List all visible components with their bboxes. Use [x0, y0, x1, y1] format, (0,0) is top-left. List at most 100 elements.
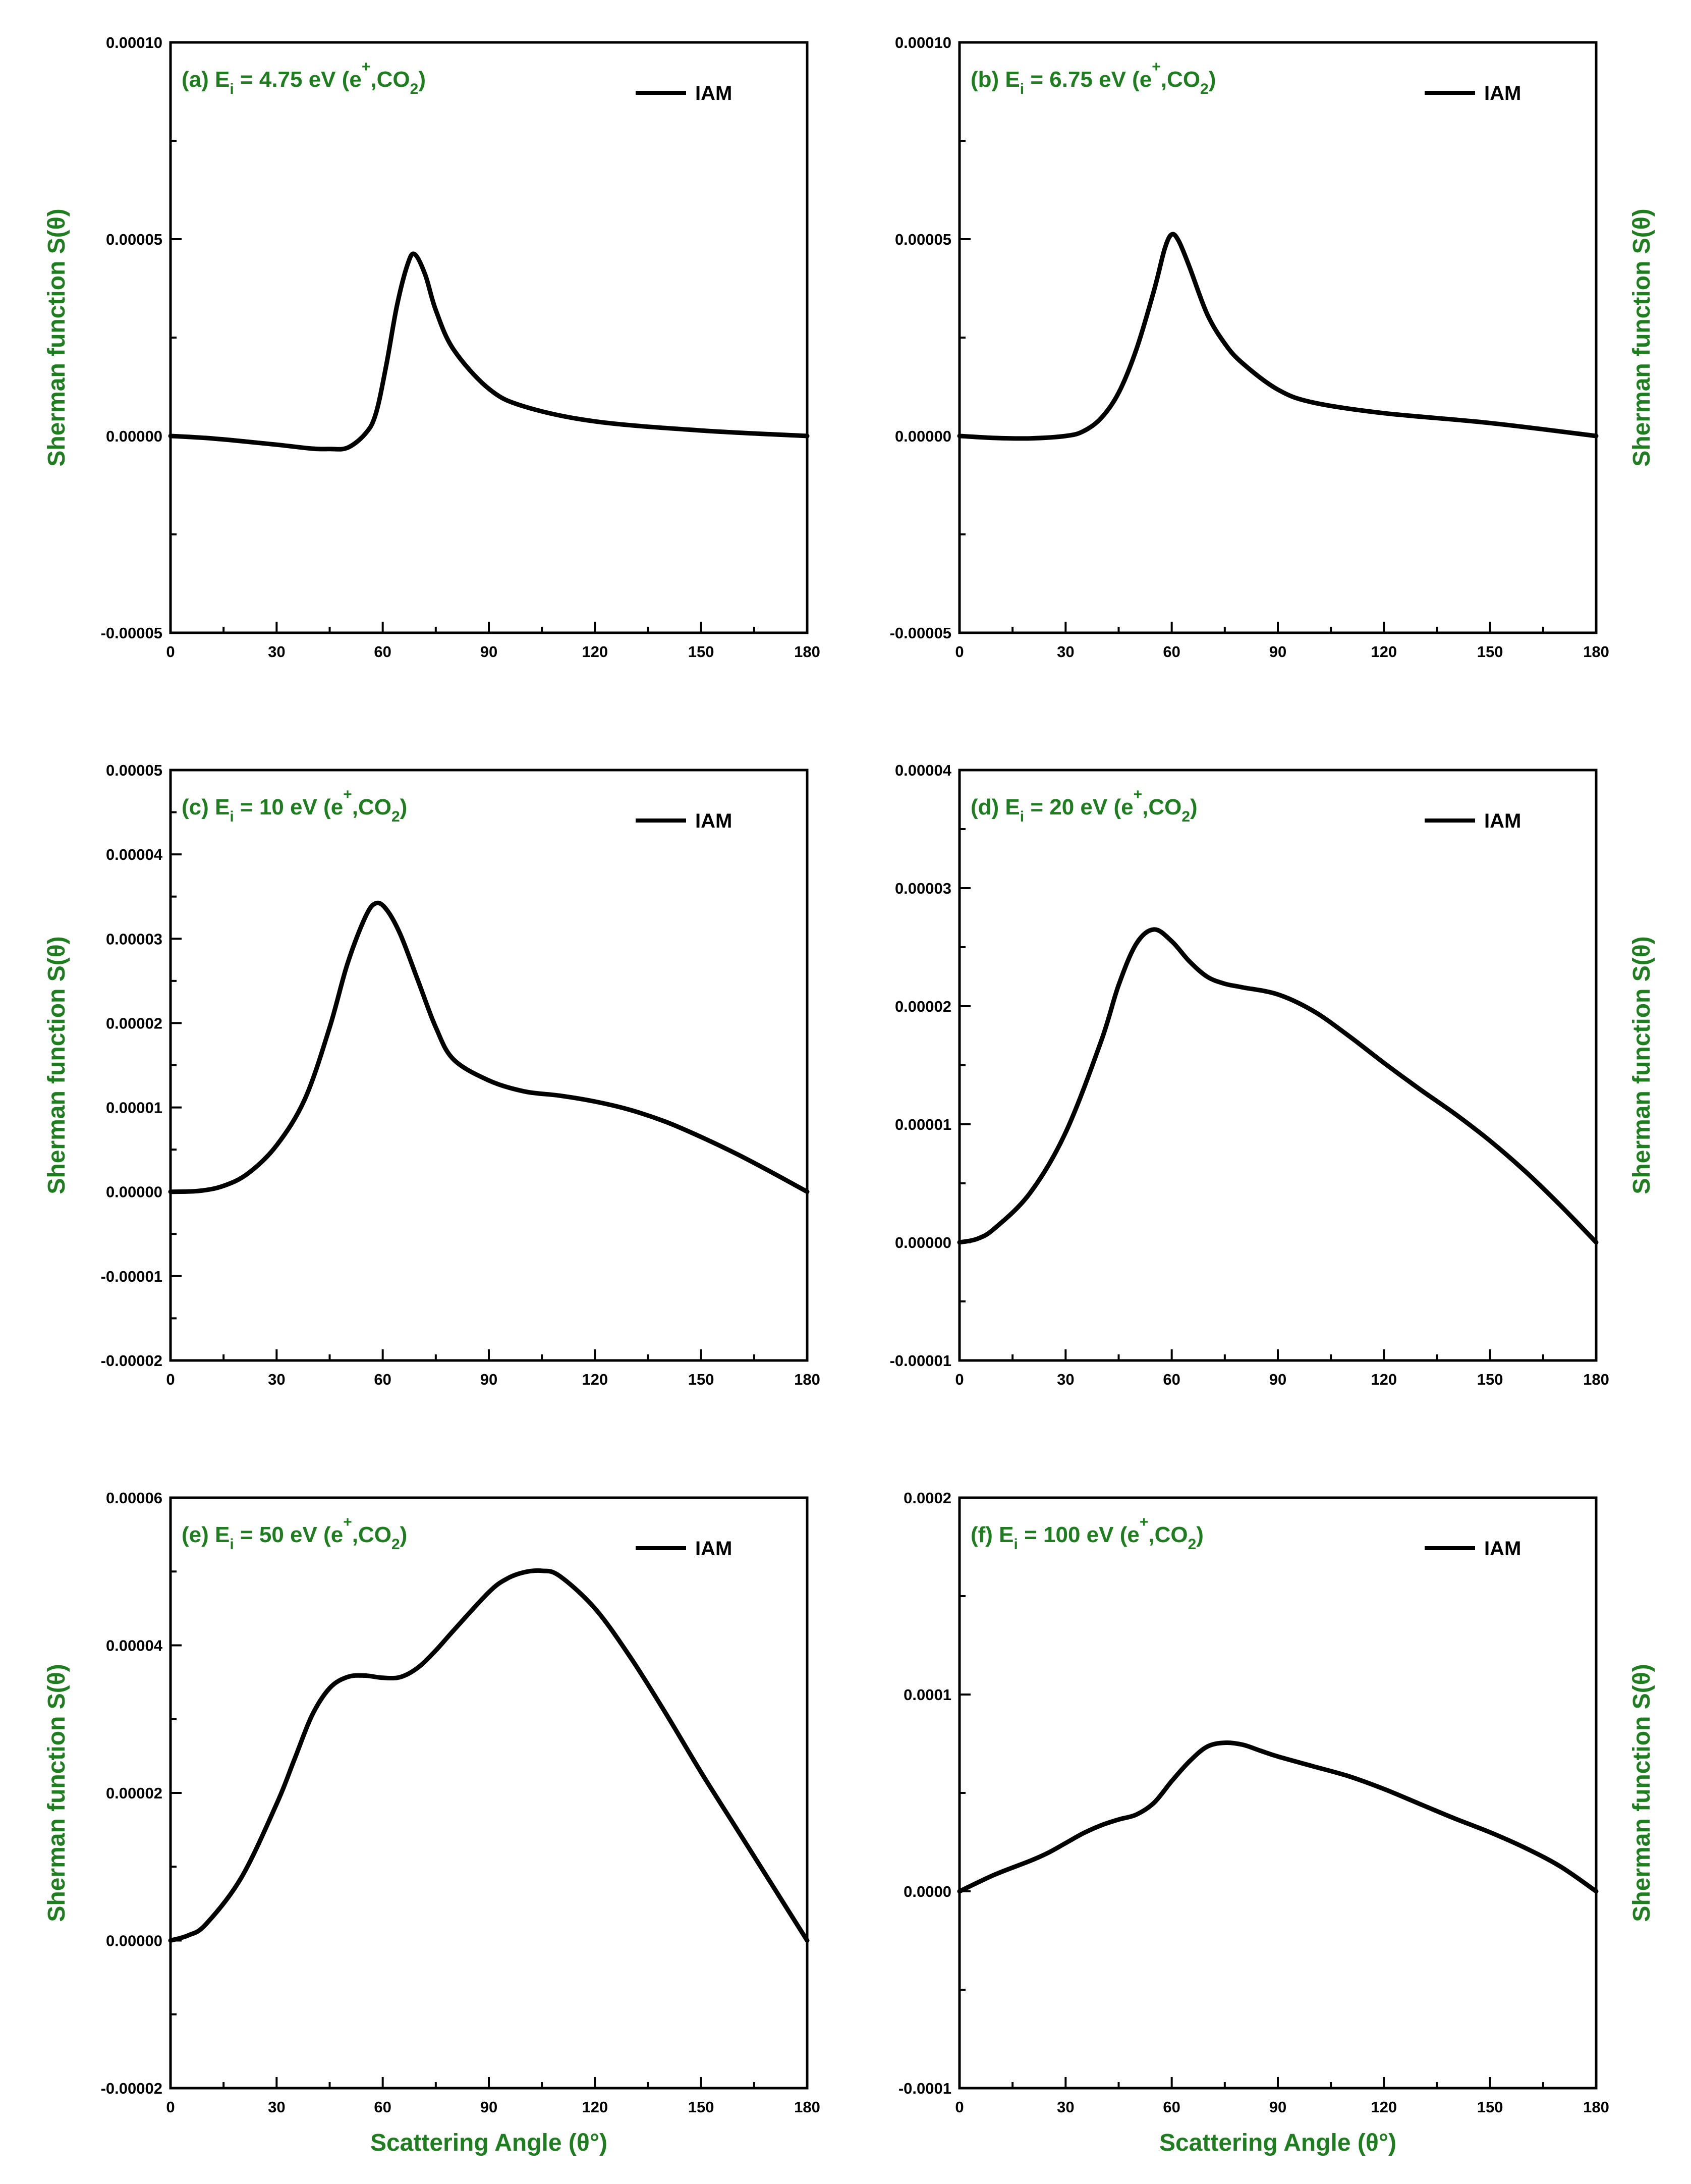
x-tick-label: 90 [480, 643, 497, 661]
panel-title-mid2: ,CO [1142, 795, 1181, 820]
y-tick-label: 0.00005 [895, 231, 951, 248]
legend-label: IAM [695, 810, 732, 832]
panel-title-sup: + [362, 59, 371, 75]
x-tick-label: 150 [1477, 643, 1503, 661]
y-tick-label: 0.00004 [106, 1637, 163, 1655]
panel-title-sub2: 2 [1181, 808, 1190, 825]
legend: IAM [636, 810, 732, 832]
panel-title-sup: + [1134, 786, 1143, 803]
panel-title-mid: = 4.75 eV (e [234, 67, 362, 92]
y-tick-label: 0.00010 [106, 34, 162, 51]
x-tick-label: 180 [1583, 643, 1609, 661]
y-axis-title: Sherman function S(θ) [1628, 208, 1655, 466]
x-tick-label: 30 [1057, 1371, 1074, 1388]
x-tick-label: 180 [794, 2098, 820, 2116]
y-tick-label: 0.00000 [106, 1932, 162, 1950]
panel-title-prefix: (c) E [182, 795, 230, 820]
y-tick-label: 0.00000 [106, 427, 162, 445]
panel-title-prefix: (d) E [971, 795, 1020, 820]
panel-title-sub2: 2 [1200, 81, 1209, 97]
y-axis-title: Sherman function S(θ) [43, 1664, 70, 1922]
panel-title-suffix: ) [1196, 1522, 1204, 1547]
panel-title-mid2: ,CO [1161, 67, 1200, 92]
y-tick-label: 0.0000 [904, 1883, 951, 1900]
panel-title-mid: = 100 eV (e [1018, 1522, 1140, 1547]
legend: IAM [636, 82, 732, 104]
x-tick-label: 30 [268, 1371, 285, 1388]
legend-label: IAM [1484, 82, 1521, 104]
panel-title-sub: i [1014, 1536, 1018, 1553]
x-tick-label: 0 [955, 1371, 964, 1388]
series-line-iam [168, 1568, 810, 1943]
y-tick-label: -0.00002 [101, 2080, 162, 2097]
x-tick-label: 0 [166, 1371, 175, 1388]
panel-title-sub2: 2 [410, 81, 419, 97]
x-tick-label: 120 [1371, 643, 1397, 661]
y-tick-label: 0.00002 [106, 1014, 162, 1032]
panel-title-mid2: ,CO [352, 795, 391, 820]
legend: IAM [636, 1538, 732, 1560]
y-tick-label: 0.00003 [895, 880, 951, 897]
x-tick-label: 180 [1583, 1371, 1609, 1388]
panel-title-prefix: (a) E [182, 67, 230, 92]
panel-title-sup: + [343, 1514, 352, 1531]
x-tick-label: 150 [688, 2098, 714, 2116]
x-tick-label: 30 [268, 643, 285, 661]
x-tick-label: 90 [1269, 643, 1286, 661]
y-tick-label: 0.00000 [895, 427, 951, 445]
panel-title-suffix: ) [400, 795, 408, 820]
plot-frame [958, 769, 1598, 1362]
chart-panel-f: 0 30 60 90 120 150 180 -0.0001 0.0000 0.0001 0.000… [898, 1489, 1655, 2156]
panel-title-suffix: ) [418, 67, 426, 92]
x-tick-label: 120 [582, 1371, 608, 1388]
panel-title-mid: = 50 eV (e [234, 1522, 343, 1547]
x-tick-label: 60 [374, 643, 391, 661]
y-tick-label: -0.0001 [898, 2080, 951, 2097]
panel-title: (d) Ei = 20 eV (e+,CO2) [971, 786, 1198, 825]
panel-title-sub: i [1020, 81, 1024, 97]
x-tick-label: 120 [582, 2098, 608, 2116]
legend-label: IAM [1484, 1538, 1521, 1560]
y-tick-label: -0.00005 [890, 624, 951, 642]
plot-frame [958, 41, 1598, 634]
y-axis-title: Sherman function S(θ) [1628, 936, 1655, 1194]
chart-panel-d: 0 30 60 90 120 150 180 -0.00001 0.00000 0.00001 0.… [890, 761, 1655, 1388]
y-tick-label: 0.00005 [106, 761, 162, 779]
x-tick-label: 120 [1371, 1371, 1397, 1388]
x-tick-label: 180 [794, 643, 820, 661]
series-line-iam [168, 251, 810, 452]
plot-frame [169, 41, 809, 634]
panel-title: (a) Ei = 4.75 eV (e+,CO2) [182, 59, 426, 97]
y-tick-label: 0.00001 [895, 1116, 951, 1133]
panel-title-mid2: ,CO [370, 67, 410, 92]
panel-title-mid2: ,CO [1148, 1522, 1188, 1547]
legend: IAM [1425, 82, 1521, 104]
panel-title-sup: + [343, 786, 352, 803]
chart-panel-e: 0 30 60 90 120 150 180 -0.00002 0.00000 0.00002 0.… [43, 1489, 820, 2156]
x-tick-label: 0 [166, 2098, 175, 2116]
chart-panel-c: 0 30 60 90 120 150 180 -0.00002 -0.00001 0.00000 0… [43, 761, 820, 1388]
panel-title-sub2: 2 [1188, 1536, 1197, 1553]
y-tick-label: 0.0001 [904, 1686, 951, 1704]
legend-label: IAM [1484, 810, 1521, 832]
x-tick-label: 30 [1057, 2098, 1074, 2116]
panel-title-prefix: (f) E [971, 1522, 1014, 1547]
y-tick-label: 0.00004 [106, 846, 163, 863]
legend: IAM [1425, 810, 1521, 832]
y-tick-label: 0.00003 [106, 930, 162, 948]
y-tick-label: -0.00001 [101, 1268, 162, 1285]
panel-title: (b) Ei = 6.75 eV (e+,CO2) [971, 59, 1216, 97]
plot-frame [958, 1496, 1598, 2090]
x-tick-label: 150 [1477, 2098, 1503, 2116]
x-tick-label: 180 [1583, 2098, 1609, 2116]
legend-label: IAM [695, 1538, 732, 1560]
panel-title: (f) Ei = 100 eV (e+,CO2) [971, 1514, 1204, 1553]
panel-title-sub2: 2 [391, 808, 400, 825]
x-tick-label: 150 [688, 1371, 714, 1388]
y-tick-label: -0.00001 [890, 1352, 951, 1370]
x-tick-label: 150 [688, 643, 714, 661]
y-tick-label: 0.00010 [895, 34, 951, 51]
x-tick-label: 60 [1163, 643, 1180, 661]
x-tick-label: 60 [374, 1371, 391, 1388]
y-tick-label: 0.00000 [895, 1234, 951, 1251]
